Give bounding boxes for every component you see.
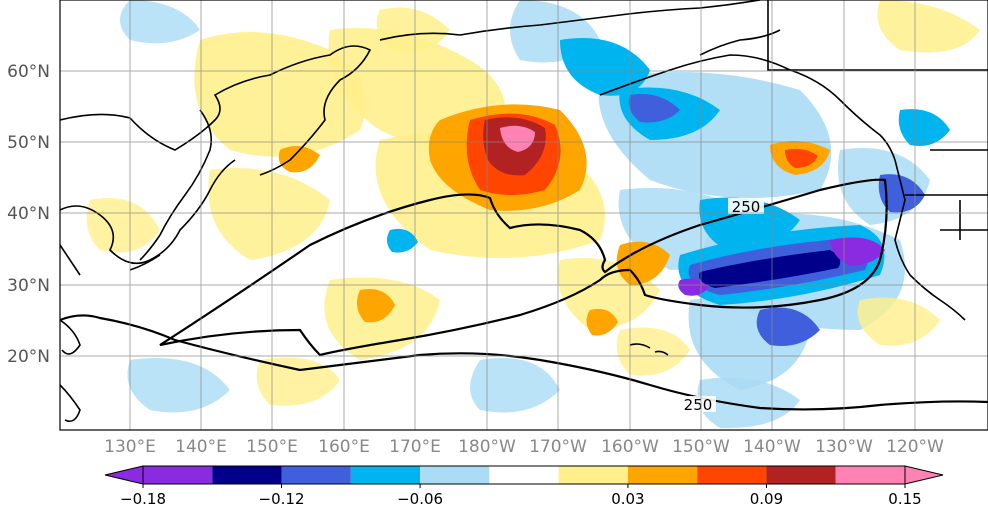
colorbar-outline	[142, 465, 906, 485]
lon-label: 140°E	[175, 437, 227, 457]
lon-label: 130°W	[815, 437, 873, 457]
colorbar-tick-label: −0.12	[259, 490, 305, 508]
lat-label: 40°N	[7, 204, 50, 224]
colorbar-swatch	[420, 466, 490, 484]
colorbar-swatch	[835, 466, 905, 484]
gridlines	[60, 0, 988, 430]
colorbar-tick-label: 0.03	[611, 490, 644, 508]
lon-label: 120°W	[886, 437, 944, 457]
lon-label: 140°W	[743, 437, 801, 457]
anomaly-field	[86, 0, 980, 429]
colorbar-swatch	[212, 466, 282, 484]
lat-label: 60°N	[7, 62, 50, 82]
colorbar: −0.18 −0.12 −0.06 0.03 0.09 0.15	[104, 465, 944, 508]
lon-label: 160°W	[601, 437, 659, 457]
contour-250	[60, 178, 988, 411]
arrow-right-icon	[904, 465, 944, 485]
colorbar-tick-label: −0.18	[120, 490, 166, 508]
lat-label: 20°N	[7, 347, 50, 367]
colorbar-swatch	[766, 466, 836, 484]
colorbar-tick-label: 0.09	[750, 490, 783, 508]
colorbar-swatch	[558, 466, 628, 484]
lat-label: 50°N	[7, 133, 50, 153]
colorbar-swatch	[143, 466, 213, 484]
contour-labels: 250 250	[680, 198, 764, 414]
lon-label: 130°E	[104, 437, 156, 457]
lon-label: 170°W	[529, 437, 587, 457]
lon-label: 150°E	[246, 437, 298, 457]
colorbar-swatch	[627, 466, 698, 484]
lon-label: 180°W	[458, 437, 516, 457]
colorbar-swatch	[697, 466, 767, 484]
contour-label: 250	[732, 198, 761, 216]
positive-anomaly-core	[278, 104, 830, 336]
colorbar-swatch	[350, 466, 421, 484]
lat-label: 30°N	[7, 276, 50, 296]
colorbar-swatch	[281, 466, 351, 484]
lon-label: 160°E	[318, 437, 370, 457]
arrow-left-icon	[104, 465, 144, 485]
lon-label: 150°W	[672, 437, 730, 457]
colorbar-swatch	[489, 466, 559, 484]
contour-label: 250	[684, 396, 713, 414]
colorbar-tick-label: 0.15	[888, 490, 921, 508]
latitude-labels: 60°N 50°N 40°N 30°N 20°N	[7, 62, 50, 367]
lon-label: 170°E	[389, 437, 441, 457]
longitude-labels: 130°E 140°E 150°E 160°E 170°E 180°W 170°W 160°W…	[104, 437, 944, 457]
map-frame	[59, 0, 988, 431]
colorbar-tick-label: −0.06	[397, 490, 443, 508]
